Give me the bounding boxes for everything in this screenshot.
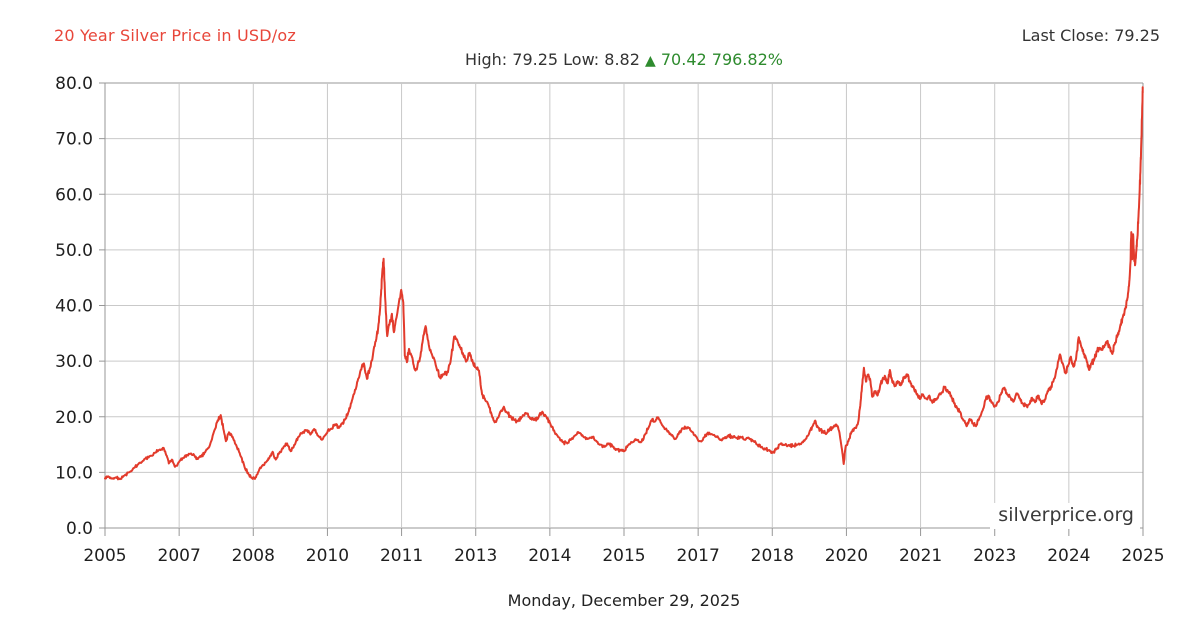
up-arrow-icon: ▲ (645, 53, 656, 69)
x-axis-label: 2014 (528, 546, 571, 566)
date-caption: Monday, December 29, 2025 (507, 591, 741, 610)
y-axis-label: 10.0 (55, 463, 93, 483)
x-axis-label: 2018 (751, 546, 794, 566)
x-axis-label: 2007 (158, 546, 201, 566)
y-axis-label: 20.0 (55, 408, 93, 428)
x-axis-label: 2021 (899, 546, 942, 566)
price-line (104, 86, 1144, 481)
chart-title: 20 Year Silver Price in USD/oz (54, 26, 296, 45)
y-axis-label: 50.0 (55, 241, 93, 261)
y-axis-label: 30.0 (55, 352, 93, 372)
x-axis-label: 2005 (83, 546, 126, 566)
x-axis-label: 2010 (306, 546, 349, 566)
x-axis-label: 2017 (677, 546, 720, 566)
y-axis-label: 70.0 (55, 130, 93, 150)
y-axis-label: 80.0 (55, 74, 93, 94)
high-low-text: High: 79.25 Low: 8.82 (465, 50, 640, 69)
high-low-stats: High: 79.25 Low: 8.82 ▲ 70.42 796.82% (0, 50, 1200, 69)
watermark: silverprice.org (990, 503, 1140, 529)
change-text: 70.42 796.82% (660, 50, 783, 69)
y-axis-label: 60.0 (55, 185, 93, 205)
x-axis-label: 2023 (973, 546, 1016, 566)
y-axis-label: 40.0 (55, 297, 93, 317)
x-axis-label: 2011 (380, 546, 423, 566)
x-axis-label: 2020 (825, 546, 868, 566)
x-axis-label: 2008 (232, 546, 275, 566)
x-axis-label: 2015 (602, 546, 645, 566)
last-close-value: Last Close: 79.25 (1021, 26, 1160, 45)
y-axis-label: 0.0 (66, 519, 93, 539)
x-axis-label: 2025 (1121, 546, 1164, 566)
x-axis-label: 2013 (454, 546, 497, 566)
x-axis-label: 2024 (1047, 546, 1090, 566)
